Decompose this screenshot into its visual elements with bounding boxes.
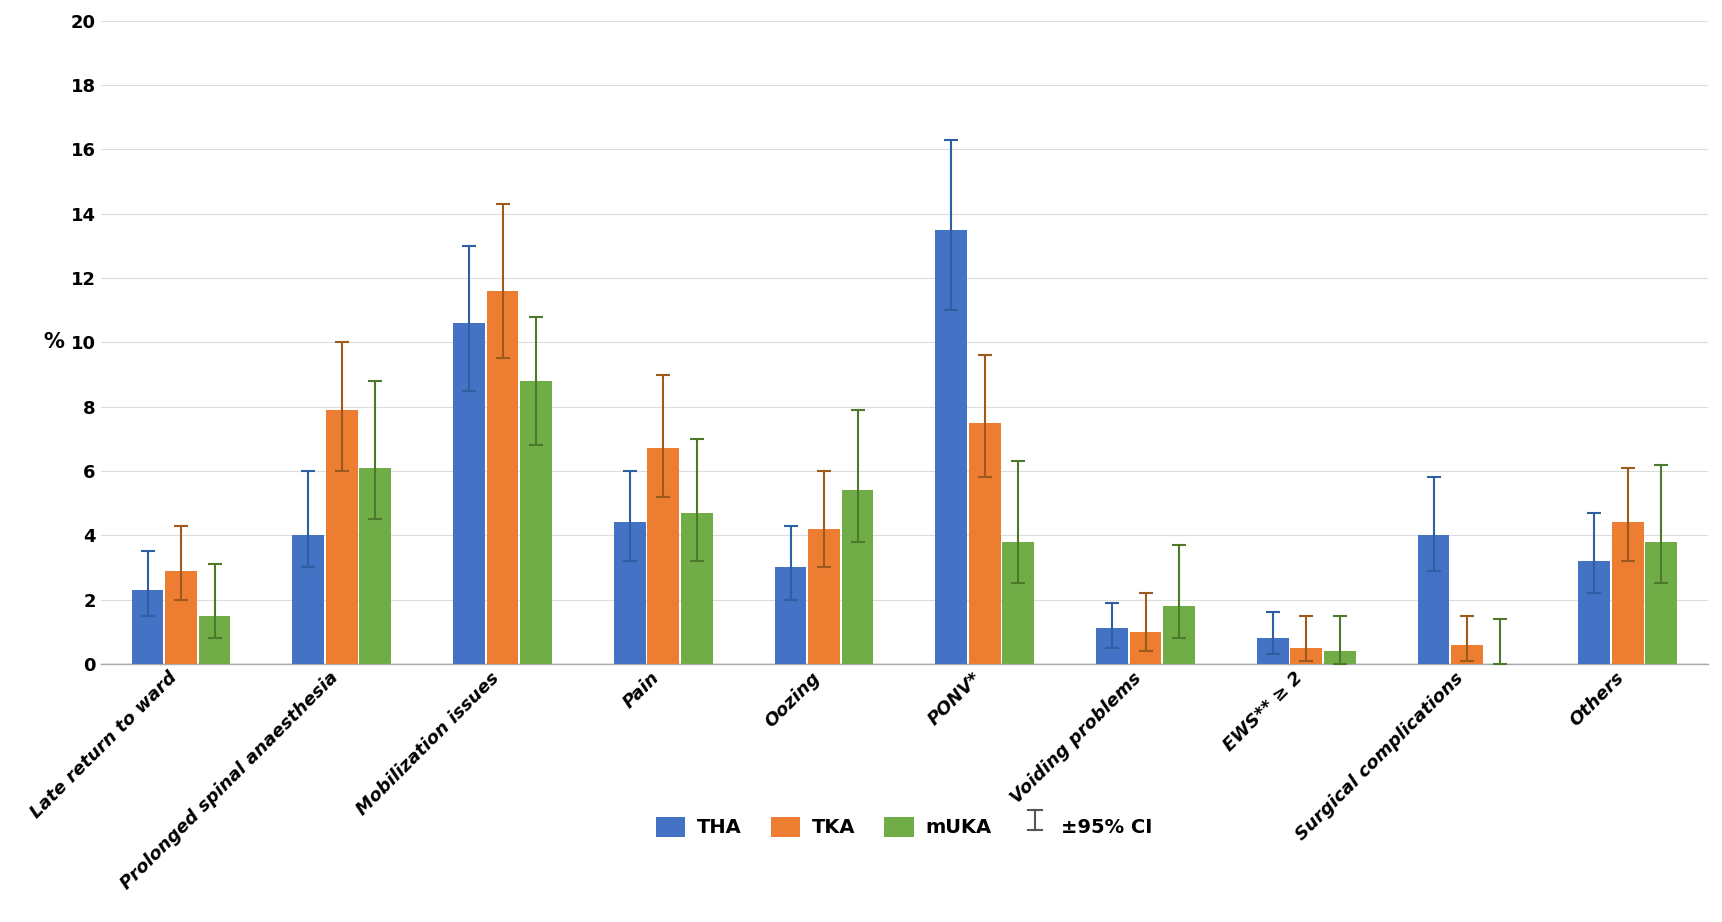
Bar [935, 230, 968, 664]
Bar [360, 467, 391, 664]
Bar [647, 448, 678, 664]
Bar [293, 536, 324, 664]
Bar [1130, 632, 1161, 664]
Bar [1002, 542, 1035, 664]
Bar [1417, 536, 1450, 664]
Bar [808, 529, 840, 664]
Bar [1162, 606, 1195, 664]
Bar [487, 291, 518, 664]
Bar [842, 491, 873, 664]
Bar [1452, 644, 1483, 664]
Bar [775, 567, 806, 664]
Bar [520, 381, 553, 664]
Bar [1324, 651, 1355, 664]
Bar [1579, 561, 1610, 664]
Bar [1097, 629, 1128, 664]
Y-axis label: %: % [43, 332, 64, 352]
Bar [1257, 638, 1288, 664]
Bar [453, 323, 486, 664]
Bar [325, 410, 358, 664]
Legend: THA, TKA, mUKA, ±95% CI: THA, TKA, mUKA, ±95% CI [646, 807, 1162, 847]
Bar [969, 422, 1000, 664]
Bar [1290, 648, 1322, 664]
Bar [1612, 523, 1643, 664]
Bar [165, 571, 196, 664]
Bar [615, 523, 646, 664]
Bar [1645, 542, 1677, 664]
Bar [680, 513, 713, 664]
Bar [198, 616, 231, 664]
Bar [131, 590, 164, 664]
